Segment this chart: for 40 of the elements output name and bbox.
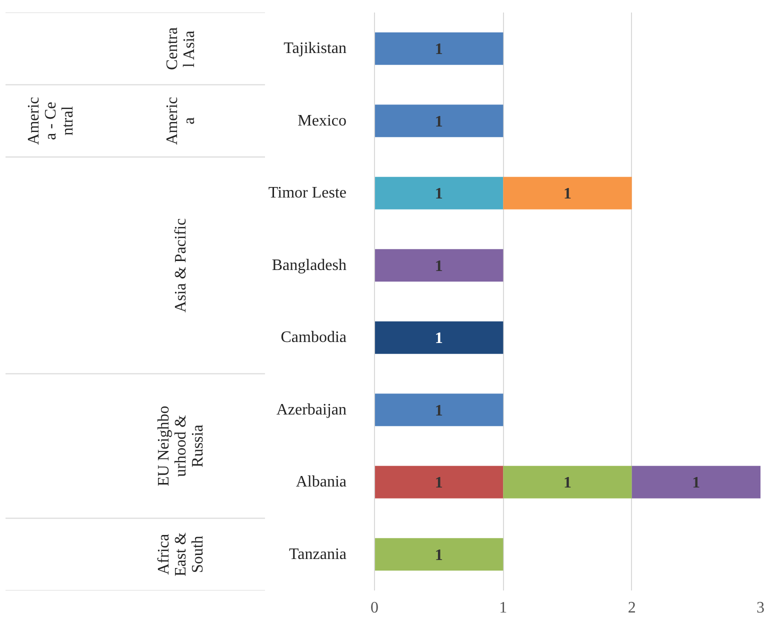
y-tick-label: Tajikistan <box>284 40 347 58</box>
text: Africa East & South <box>156 532 206 576</box>
data-label: 1 <box>434 258 443 275</box>
data-label: 1 <box>692 474 700 492</box>
y-tick-label: Bangladesh <box>272 256 347 274</box>
text: America - Central <box>26 96 76 145</box>
bar <box>374 394 504 426</box>
text: Asia & Pacific <box>172 218 190 312</box>
data-label: 1 <box>564 186 572 203</box>
text: America <box>164 96 198 145</box>
y-tick-label: Azerbaijan <box>276 401 347 418</box>
y-tick-label: Albania <box>296 474 347 491</box>
x-tick-label: 2 <box>628 600 636 616</box>
data-label: 1 <box>434 546 443 564</box>
bar <box>374 32 504 65</box>
text: EU Neighbourhood & Russia <box>156 406 206 486</box>
bar <box>374 249 504 282</box>
bar <box>374 104 504 138</box>
x-tick-label: 1 <box>499 600 508 616</box>
data-label: 1 <box>434 402 443 420</box>
y-tick-label: Cambodia <box>280 329 346 346</box>
text: Central Asia <box>164 27 198 70</box>
bar <box>503 176 632 210</box>
bar <box>503 466 632 498</box>
y-tick-label: Tanzania <box>288 546 347 563</box>
bar <box>632 466 760 498</box>
x-tick-label: 0 <box>370 600 378 616</box>
y-tick-label: Mexico <box>298 112 346 130</box>
bar <box>374 321 504 354</box>
data-label: 1 <box>434 41 443 58</box>
data-label: 1 <box>434 330 443 348</box>
bar <box>374 466 504 498</box>
data-label: 1 <box>434 186 443 203</box>
bar <box>374 538 504 571</box>
y-tick-label: Timor Leste <box>268 184 346 202</box>
data-label: 1 <box>434 474 443 492</box>
x-tick-label: 3 <box>756 600 764 616</box>
data-label: 1 <box>564 474 572 492</box>
bar <box>374 176 504 210</box>
data-label: 1 <box>434 113 443 130</box>
